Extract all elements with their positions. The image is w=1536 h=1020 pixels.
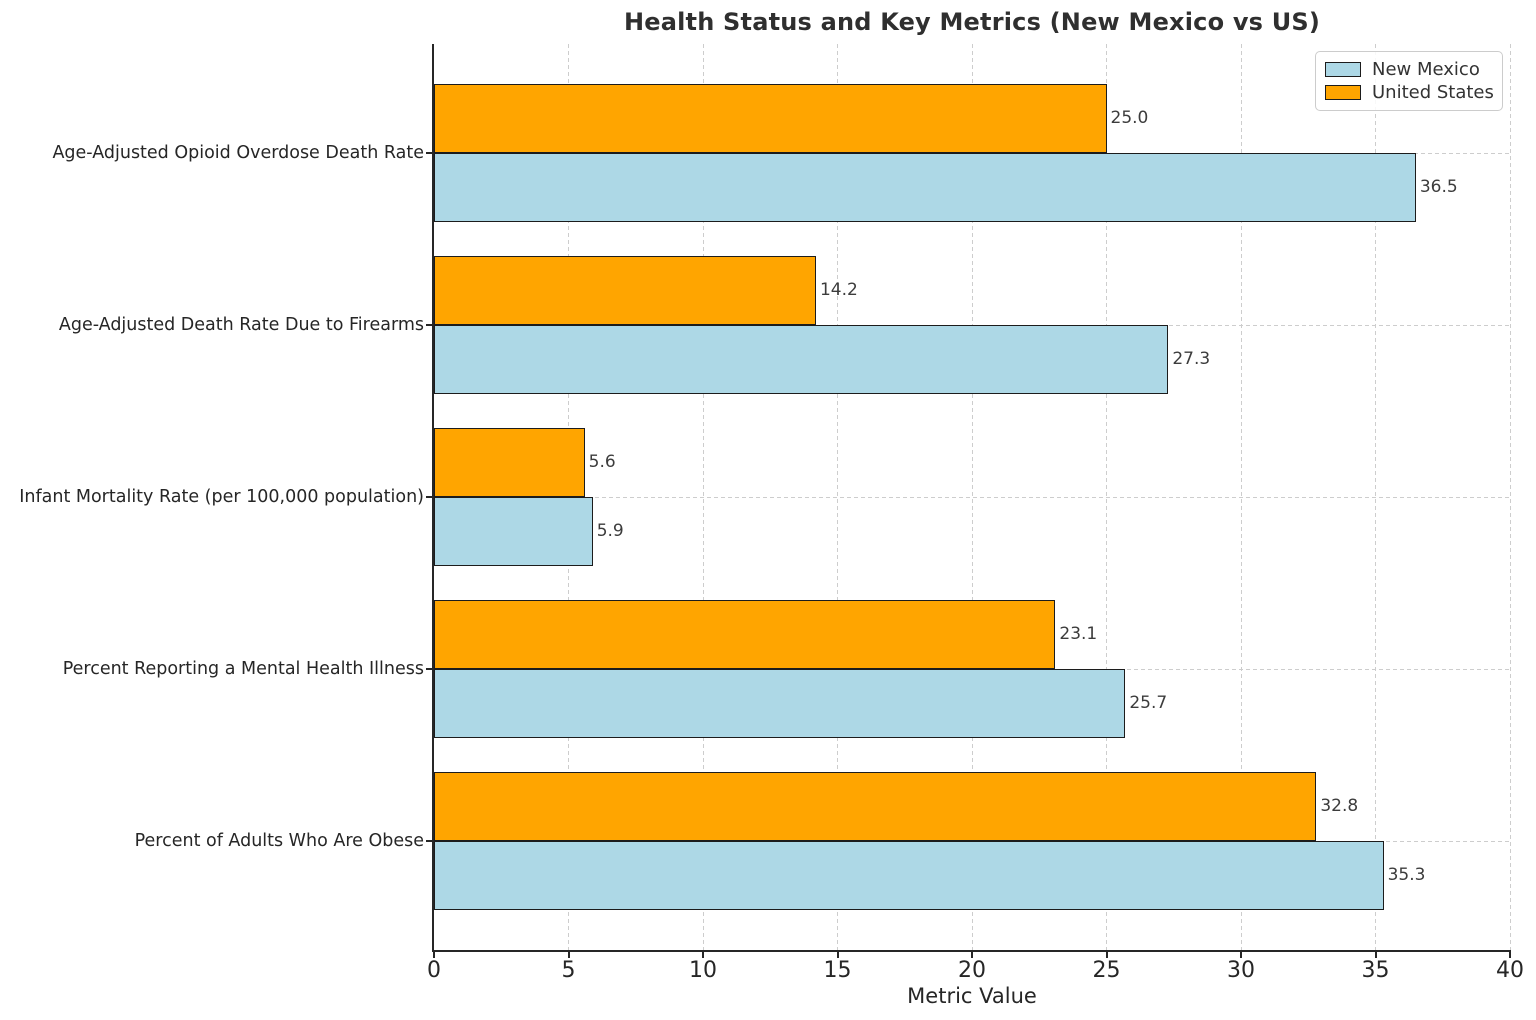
x-tick-label: 0	[427, 958, 441, 983]
x-tick-label: 30	[1227, 958, 1255, 983]
x-tick-mark	[1374, 950, 1377, 958]
x-tick-label: 20	[958, 958, 986, 983]
y-tick-mark	[426, 496, 433, 498]
value-label: 27.3	[1172, 349, 1211, 369]
legend-label-new-mexico: New Mexico	[1372, 59, 1480, 80]
value-label: 5.9	[596, 521, 624, 541]
category-label: Percent Reporting a Mental Health Illnes…	[62, 659, 424, 679]
chart-title: Health Status and Key Metrics (New Mexic…	[623, 8, 1321, 36]
legend-label-united-states: United States	[1372, 82, 1494, 103]
bar-new-mexico	[434, 325, 1169, 394]
x-tick-mark	[702, 950, 704, 958]
x-tick-mark	[433, 950, 435, 958]
x-tick-label: 15	[823, 958, 852, 983]
bar-united-states	[434, 428, 585, 497]
category-label: Infant Mortality Rate (per 100,000 popul…	[19, 487, 424, 507]
x-tick-label: 5	[561, 958, 576, 983]
bar-new-mexico	[434, 497, 593, 566]
bar-united-states	[434, 600, 1056, 669]
new-mexico-swatch-icon	[1325, 62, 1361, 77]
x-tick-mark	[1240, 950, 1242, 958]
y-tick-mark	[426, 152, 433, 154]
y-gridline	[434, 496, 1510, 498]
y-tick-mark	[426, 668, 433, 670]
x-tick-label: 10	[689, 958, 717, 983]
category-label: Age-Adjusted Death Rate Due to Firearms	[58, 315, 424, 335]
x-tick-mark	[567, 950, 570, 958]
x-tick-label: 25	[1092, 958, 1121, 983]
bar-united-states	[434, 772, 1317, 841]
value-label: 14.2	[819, 280, 858, 300]
x-tick-mark	[1105, 950, 1108, 958]
value-label: 32.8	[1320, 796, 1359, 816]
legend: New Mexico United States	[1315, 51, 1503, 111]
y-tick-mark	[426, 840, 433, 842]
bar-new-mexico	[434, 841, 1384, 910]
legend-item-new-mexico: New Mexico	[1325, 59, 1492, 80]
bar-new-mexico	[434, 153, 1416, 222]
plot-area: 25.0 36.5 14.2 27.3 5.6 5.9 23.1 25.7 32.8 35.3	[434, 44, 1511, 950]
x-tick-mark	[836, 950, 839, 958]
value-label: 25.0	[1110, 108, 1149, 128]
category-label: Age-Adjusted Opioid Overdose Death Rate	[52, 143, 424, 163]
x-axis-label: Metric Value	[907, 984, 1037, 1008]
bar-united-states	[434, 256, 816, 325]
bar-new-mexico	[434, 669, 1126, 738]
x-gridline	[1509, 44, 1511, 950]
value-label: 35.3	[1387, 865, 1426, 885]
x-tick-label: 35	[1361, 958, 1390, 983]
value-label: 25.7	[1129, 693, 1168, 713]
x-tick-mark	[1509, 950, 1511, 958]
legend-item-united-states: United States	[1325, 82, 1494, 103]
x-tick-label: 40	[1496, 958, 1524, 983]
united-states-swatch-icon	[1325, 85, 1361, 100]
bar-united-states	[434, 84, 1107, 153]
y-axis-spine	[432, 44, 434, 952]
value-label: 23.1	[1059, 624, 1098, 644]
y-tick-mark	[426, 324, 433, 326]
x-tick-mark	[971, 950, 973, 958]
value-label: 36.5	[1419, 177, 1458, 197]
value-label: 5.6	[588, 452, 616, 472]
category-label: Percent of Adults Who Are Obese	[134, 831, 424, 851]
